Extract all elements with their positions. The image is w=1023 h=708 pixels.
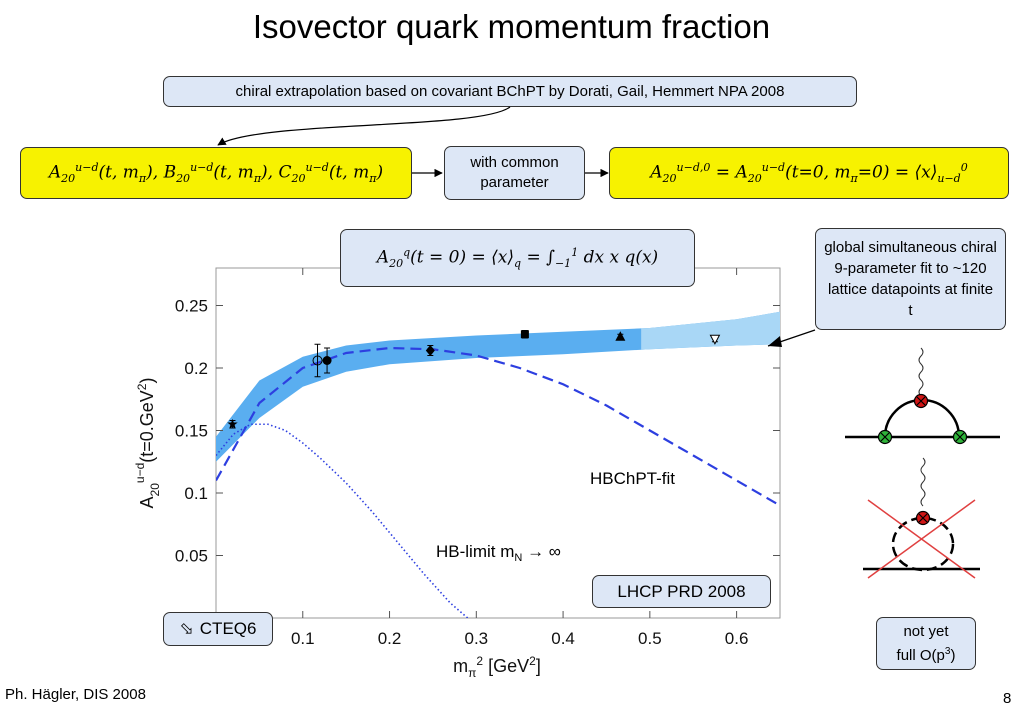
error-band-extension [641,311,780,350]
x-tick-label: 0.3 [464,629,488,648]
y-tick-label: 0.25 [175,297,208,316]
data-point-triangle [615,331,626,341]
a20-zero-formula: A20u−d,0 = A20u−d(t=0, mπ=0) = ⟨x⟩u−d0 [650,160,968,186]
not-yet-text: not yet full O(p3) [896,622,956,664]
x-tick-label: 0.5 [638,629,662,648]
loop-diagram-crossed [863,457,980,579]
loop-diagram-allowed [845,347,1000,445]
common-parameter-text: with common parameter [470,154,559,191]
cteq6-callout: ⬂ CTEQ6 [163,612,273,646]
a20-zero-box: A20u−d,0 = A20u−d(t=0, mπ=0) = ⟨x⟩u−d0 [609,147,1009,199]
annotation-hbchpt-fit: HBChPT-fit [590,469,675,488]
lhcp-text: LHCP PRD 2008 [617,581,746,601]
chiral-extrapolation-callout: chiral extrapolation based on covariant … [163,76,857,107]
not-yet-callout: not yet full O(p3) [876,617,976,670]
data-point-star [227,418,238,429]
x-tick-label: 0.6 [725,629,749,648]
data-point-open-circle [312,355,323,366]
series-line-0 [216,346,780,507]
cteq6-arrow-icon: ⬂ [179,619,194,638]
plot-frame [215,267,781,619]
page-number: 8 [1003,690,1012,707]
feynman-diagrams [845,347,1000,579]
footer-author: Ph. Hägler, DIS 2008 [5,686,146,703]
cteq6-text: CTEQ6 [199,619,257,638]
common-parameter-callout: with common parameter [444,146,585,200]
global-fit-callout: global simultaneous chiral 9-parameter f… [815,228,1006,330]
y-tick-label: 0.1 [184,484,208,503]
data-point-diamond [425,345,435,356]
x-axis-label: mπ2 [GeV2] [453,654,541,680]
a20q-box: A20q(t = 0) = ⟨x⟩q = ∫−11 dx x q(x) [340,229,695,287]
a20q-formula: A20q(t = 0) = ⟨x⟩q = ∫−11 dx x q(x) [376,245,659,271]
x-tick-label: 0.1 [291,629,315,648]
y-tick-label: 0.15 [175,422,208,441]
curved-arrow [217,106,511,146]
chart: 0.1 0.2 0.3 0.4 0.5 0.6 0.05 0.1 0.15 0.2 0.25 HBCh… [133,267,816,680]
global-fit-text: global simultaneous chiral 9-parameter f… [824,239,997,319]
connector-arrows [217,106,609,178]
data-point-open-triangle [709,334,721,345]
chiral-extrapolation-text: chiral extrapolation based on covariant … [235,83,785,100]
y-tick-label: 0.05 [175,547,208,566]
form-factors-box: A20u−d(t, mπ), B20u−d(t, mπ), C20u−d(t, … [20,147,412,199]
x-tick-label: 0.4 [551,629,575,648]
form-factors-formula: A20u−d(t, mπ), B20u−d(t, mπ), C20u−d(t, … [48,160,384,186]
lhcp-callout: LHCP PRD 2008 [592,575,771,608]
global-fit-arrow-head [768,336,782,347]
slide-title: Isovector quark momentum fraction [252,8,771,45]
data-point-circle [322,356,332,365]
x-tick-label: 0.2 [378,629,402,648]
y-tick-label: 0.2 [184,359,208,378]
error-band [216,311,780,462]
data-point-square [520,330,529,339]
y-axis-label: A20u−d(t=0.GeV2) [133,378,162,509]
annotation-hb-limit: HB-limit mN → ∞ [436,542,561,564]
